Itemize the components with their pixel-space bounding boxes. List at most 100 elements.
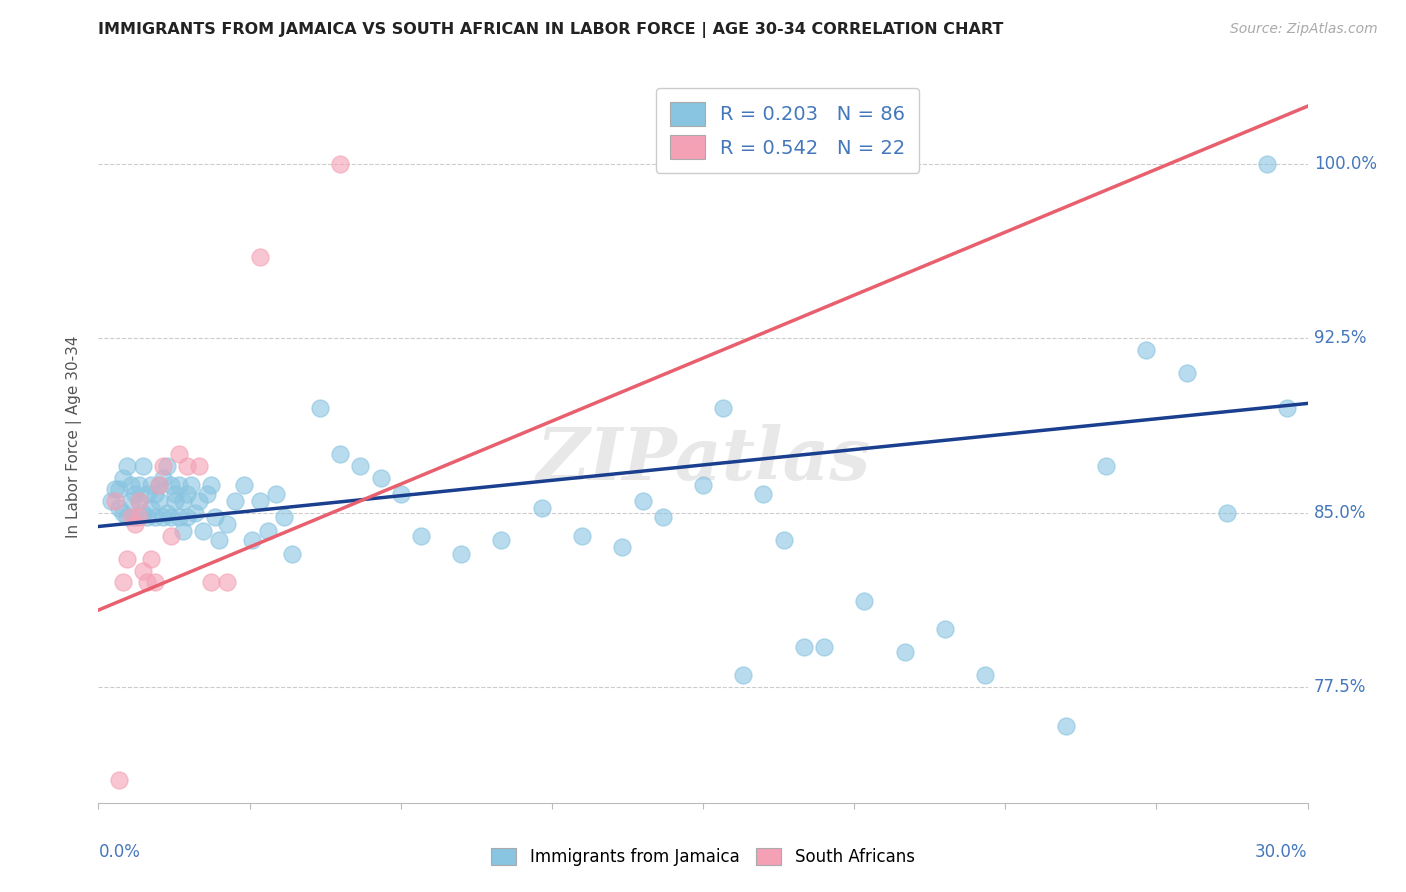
Point — [249, 494, 271, 508]
Point — [160, 477, 183, 491]
Point — [115, 552, 138, 566]
Point — [389, 487, 412, 501]
Text: 92.5%: 92.5% — [1313, 329, 1367, 347]
Point — [167, 448, 190, 462]
Point — [132, 564, 155, 578]
Point — [167, 510, 190, 524]
Point — [135, 487, 157, 501]
Point — [139, 477, 162, 491]
Point — [752, 487, 775, 501]
Point — [148, 477, 170, 491]
Point — [135, 510, 157, 524]
Point — [273, 510, 295, 524]
Point — [139, 552, 162, 566]
Point — [188, 459, 211, 474]
Point — [172, 524, 194, 538]
Point — [124, 487, 146, 501]
Point — [370, 471, 392, 485]
Point — [163, 494, 186, 508]
Point — [132, 459, 155, 474]
Point — [188, 494, 211, 508]
Point — [309, 401, 332, 415]
Point — [148, 477, 170, 491]
Text: 77.5%: 77.5% — [1313, 678, 1367, 696]
Point — [692, 477, 714, 491]
Point — [152, 459, 174, 474]
Point — [1054, 719, 1077, 733]
Point — [167, 477, 190, 491]
Point — [176, 510, 198, 524]
Point — [128, 494, 150, 508]
Y-axis label: In Labor Force | Age 30-34: In Labor Force | Age 30-34 — [66, 335, 83, 539]
Text: Source: ZipAtlas.com: Source: ZipAtlas.com — [1230, 22, 1378, 37]
Point — [156, 506, 179, 520]
Point — [200, 477, 222, 491]
Point — [329, 448, 352, 462]
Point — [115, 459, 138, 474]
Point — [143, 487, 166, 501]
Point — [530, 500, 553, 515]
Point — [128, 510, 150, 524]
Text: ZIPatlas: ZIPatlas — [536, 424, 870, 494]
Point — [111, 506, 134, 520]
Point — [120, 477, 142, 491]
Point — [124, 517, 146, 532]
Text: 85.0%: 85.0% — [1313, 504, 1367, 522]
Point — [329, 157, 352, 171]
Point — [160, 510, 183, 524]
Point — [1277, 401, 1299, 415]
Text: 100.0%: 100.0% — [1313, 155, 1376, 173]
Point — [232, 477, 254, 491]
Point — [893, 645, 915, 659]
Point — [1095, 459, 1118, 474]
Point — [160, 529, 183, 543]
Point — [152, 510, 174, 524]
Legend: R = 0.203   N = 86, R = 0.542   N = 22: R = 0.203 N = 86, R = 0.542 N = 22 — [657, 88, 920, 173]
Point — [349, 459, 371, 474]
Point — [132, 506, 155, 520]
Point — [450, 547, 472, 561]
Point — [128, 494, 150, 508]
Point — [491, 533, 513, 548]
Point — [249, 250, 271, 264]
Point — [172, 494, 194, 508]
Point — [111, 575, 134, 590]
Point — [974, 668, 997, 682]
Point — [143, 510, 166, 524]
Point — [128, 477, 150, 491]
Point — [711, 401, 734, 415]
Point — [135, 575, 157, 590]
Point — [409, 529, 432, 543]
Point — [631, 494, 654, 508]
Point — [103, 483, 125, 497]
Point — [217, 517, 239, 532]
Point — [120, 494, 142, 508]
Point — [853, 594, 876, 608]
Point — [217, 575, 239, 590]
Point — [240, 533, 263, 548]
Point — [193, 524, 215, 538]
Point — [120, 510, 142, 524]
Point — [733, 668, 755, 682]
Point — [571, 529, 593, 543]
Point — [772, 533, 794, 548]
Point — [176, 487, 198, 501]
Point — [813, 640, 835, 655]
Point — [156, 459, 179, 474]
Point — [107, 483, 129, 497]
Point — [103, 494, 125, 508]
Point — [204, 510, 226, 524]
Point — [793, 640, 815, 655]
Point — [651, 510, 673, 524]
Point — [115, 510, 138, 524]
Point — [1135, 343, 1157, 357]
Point — [107, 500, 129, 515]
Text: 30.0%: 30.0% — [1256, 843, 1308, 861]
Point — [208, 533, 231, 548]
Text: IMMIGRANTS FROM JAMAICA VS SOUTH AFRICAN IN LABOR FORCE | AGE 30-34 CORRELATION : IMMIGRANTS FROM JAMAICA VS SOUTH AFRICAN… — [98, 22, 1004, 38]
Point — [1175, 366, 1198, 380]
Legend: Immigrants from Jamaica, South Africans: Immigrants from Jamaica, South Africans — [485, 841, 921, 873]
Point — [180, 477, 202, 491]
Point — [152, 471, 174, 485]
Point — [224, 494, 246, 508]
